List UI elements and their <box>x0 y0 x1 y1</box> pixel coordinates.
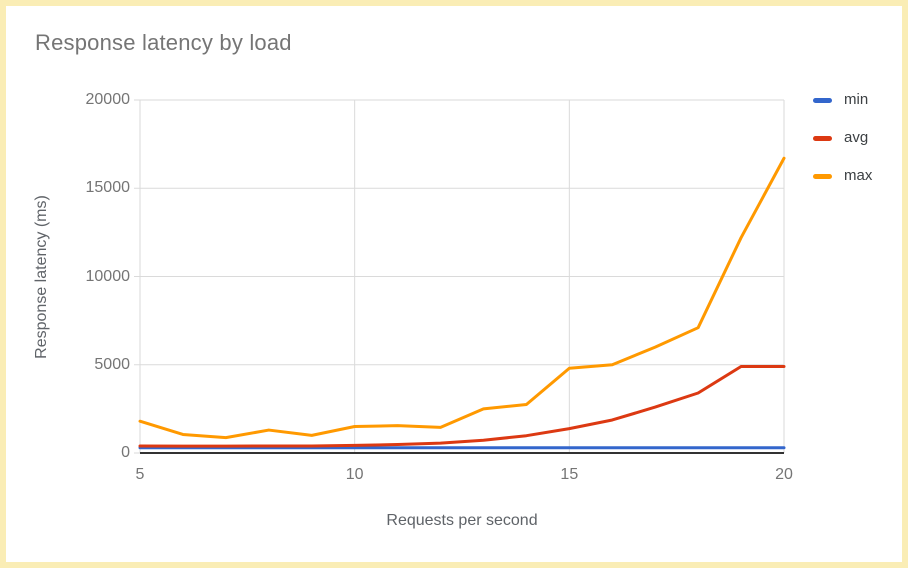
y-tick-label: 10000 <box>85 267 131 285</box>
chart-title: Response latency by load <box>35 30 292 55</box>
x-tick-label: 10 <box>345 466 364 483</box>
y-tick-label: 0 <box>121 444 130 461</box>
y-tick-label: 20000 <box>85 91 131 108</box>
y-tick-label: 15000 <box>85 179 131 197</box>
x-tick-label: 5 <box>135 466 145 483</box>
series-line-max <box>138 156 786 440</box>
legend-swatch-avg-icon <box>813 135 832 141</box>
x-tick-label: 20 <box>775 466 793 483</box>
y-tick-label: 5000 <box>94 355 130 373</box>
x-axis-title: Requests per second <box>386 512 538 529</box>
x-tick-label: 15 <box>560 466 579 483</box>
legend-swatch-min-icon <box>813 97 832 103</box>
series-line-avg <box>138 365 786 448</box>
legend-label-min: min <box>844 91 869 108</box>
legend-item-max: max <box>813 166 872 186</box>
line-chart-plot-area <box>134 99 786 454</box>
legend-label-avg: avg <box>844 129 869 146</box>
legend-item-min: min <box>813 90 872 110</box>
legend-swatch-max-icon <box>813 173 832 179</box>
legend-item-avg: avg <box>813 128 872 148</box>
chart-legend: min avg max <box>813 90 872 204</box>
legend-label-max: max <box>844 167 873 184</box>
